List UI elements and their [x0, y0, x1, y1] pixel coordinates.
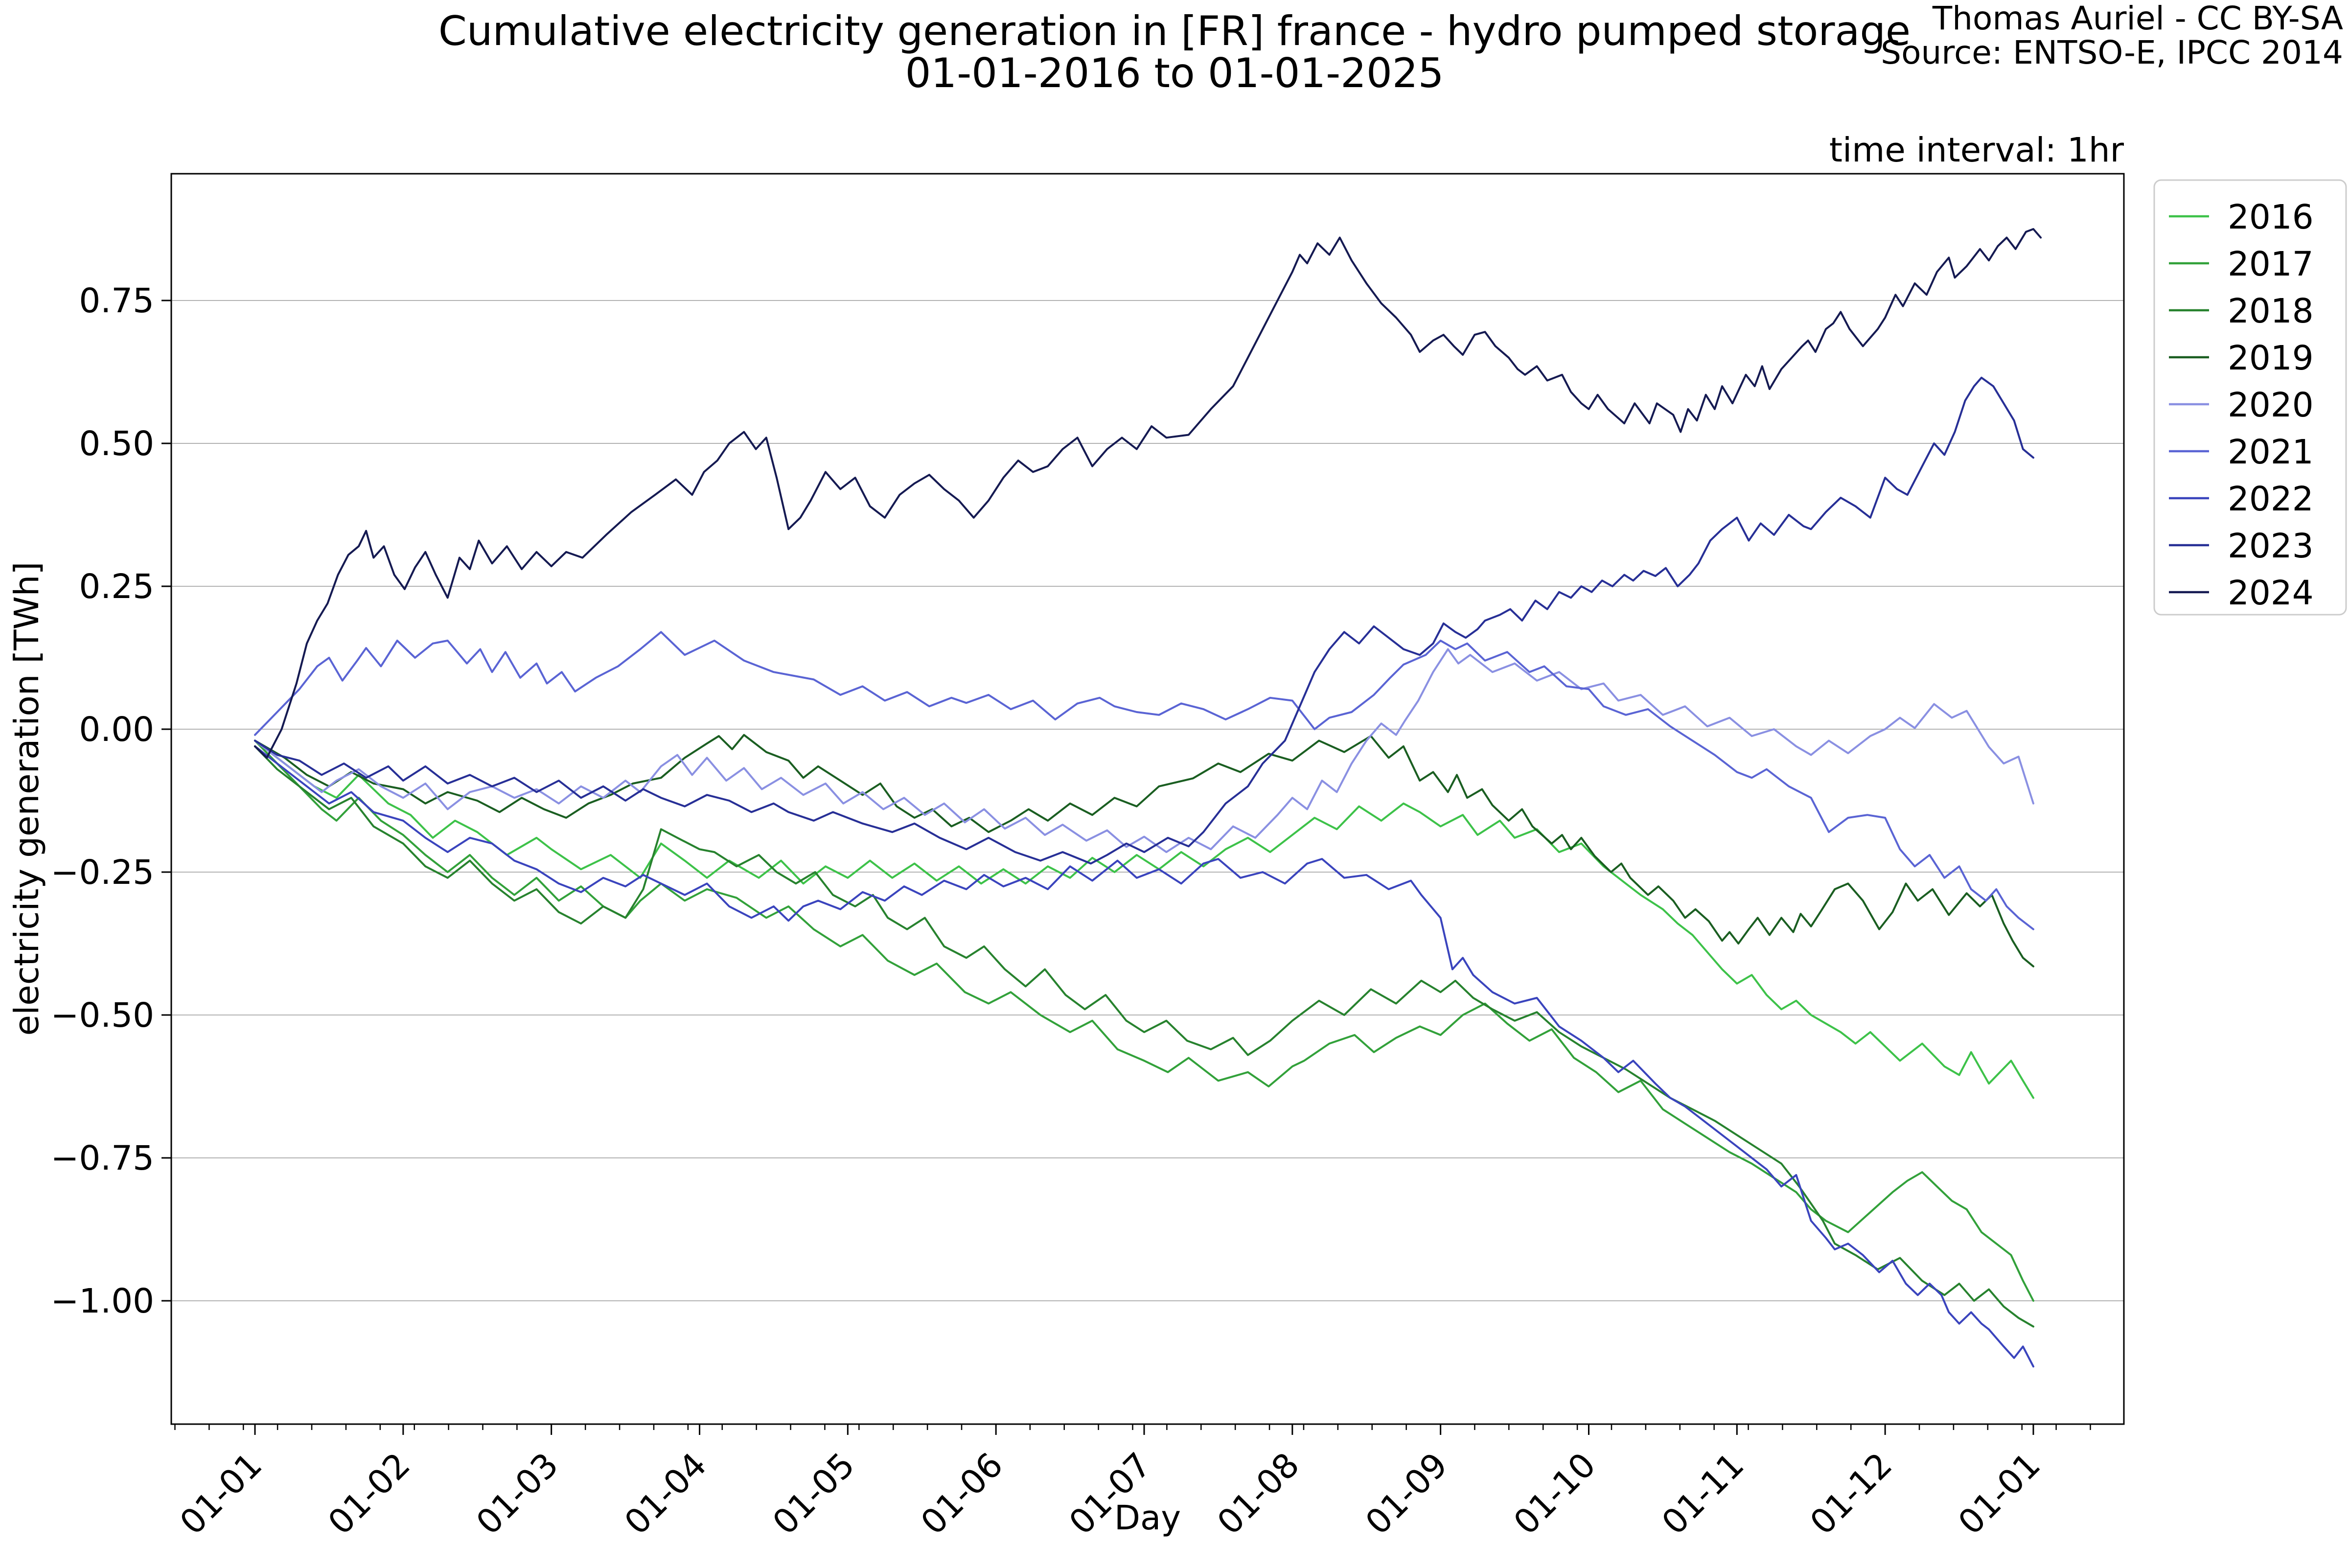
y-tick-label: −1.00 — [51, 1282, 154, 1321]
legend-entry-2019: 2019 — [2169, 339, 2314, 378]
y-tick-label: 0.25 — [79, 567, 154, 606]
legend: 2016 2017 2018 2019 2020 2021 2022 2023 2024 — [2153, 179, 2347, 616]
x-tick-label: 01-03 — [469, 1445, 566, 1542]
legend-entry-2017: 2017 — [2169, 245, 2314, 284]
x-tick-label: 01-02 — [321, 1445, 418, 1542]
legend-entry-2016: 2016 — [2169, 198, 2314, 237]
x-tick-label: 01-01 — [173, 1445, 270, 1542]
x-tick-label: 01-08 — [1210, 1445, 1307, 1542]
chart-title-line2: 01-01-2016 to 01-01-2025 — [905, 49, 1444, 97]
series-line-2019 — [254, 734, 2034, 968]
x-tick-label: 01-06 — [914, 1445, 1011, 1542]
legend-label: 2024 — [2228, 574, 2314, 613]
series-line-2018 — [254, 745, 2034, 1328]
x-tick-label: 01-11 — [1655, 1445, 1751, 1542]
y-tick-label: −0.25 — [51, 853, 154, 892]
legend-label: 2017 — [2228, 245, 2314, 284]
legend-entry-2022: 2022 — [2169, 480, 2314, 519]
plot-area-border — [170, 173, 2125, 1425]
attribution-author: Thomas Auriel - CC BY-SA — [1932, 0, 2343, 37]
x-tick-label: 01-05 — [765, 1445, 862, 1542]
legend-label: 2021 — [2228, 433, 2314, 472]
y-tick-label: 0.75 — [79, 281, 154, 321]
legend-label: 2023 — [2228, 527, 2314, 566]
y-axis-label: electricity generation [TWh] — [7, 562, 46, 1036]
series-lines — [254, 228, 2042, 1368]
axis-ticks: 0.75 0.50 0.25 0.00 −0.25 −0.50 −0.75 −1.00 01-0… — [51, 281, 2091, 1543]
legend-label: 2016 — [2228, 198, 2314, 237]
y-tick-label: −0.50 — [51, 996, 154, 1035]
x-tick-label: 01-04 — [617, 1445, 714, 1542]
y-tick-label: −0.75 — [51, 1139, 154, 1178]
legend-entry-2024: 2024 — [2169, 574, 2314, 613]
time-interval-annotation: time interval: 1hr — [1829, 131, 2124, 170]
x-tick-label: 01-12 — [1803, 1445, 1900, 1542]
series-line-2023 — [254, 376, 2034, 865]
y-tick-label: 0.00 — [79, 710, 154, 749]
series-line-2016 — [254, 739, 2034, 1099]
series-line-2021 — [254, 631, 2034, 930]
legend-entry-2021: 2021 — [2169, 433, 2314, 472]
legend-label: 2018 — [2228, 292, 2314, 331]
series-line-2017 — [254, 739, 2034, 1302]
x-tick-label: 01-10 — [1506, 1445, 1603, 1542]
legend-label: 2019 — [2228, 339, 2314, 378]
series-line-2024 — [254, 228, 2042, 759]
legend-label: 2020 — [2228, 386, 2314, 425]
y-tick-label: 0.50 — [79, 424, 154, 463]
legend-box — [2153, 179, 2347, 616]
chart-title-line1: Cumulative electricity generation in [FR… — [438, 7, 1911, 55]
legend-entry-2018: 2018 — [2169, 292, 2314, 331]
x-tick-label: 01-01 — [1951, 1445, 2048, 1542]
legend-entry-2020: 2020 — [2169, 386, 2314, 425]
series-line-2020 — [254, 648, 2034, 853]
x-tick-label: 01-09 — [1358, 1445, 1455, 1542]
series-line-2022 — [254, 745, 2034, 1368]
legend-entry-2023: 2023 — [2169, 527, 2314, 566]
attribution-source: Source: ENTSO-E, IPCC 2014 — [1881, 34, 2343, 71]
legend-label: 2022 — [2228, 480, 2314, 519]
x-axis-label: Day — [1114, 1499, 1181, 1538]
gridlines — [171, 300, 2124, 1301]
